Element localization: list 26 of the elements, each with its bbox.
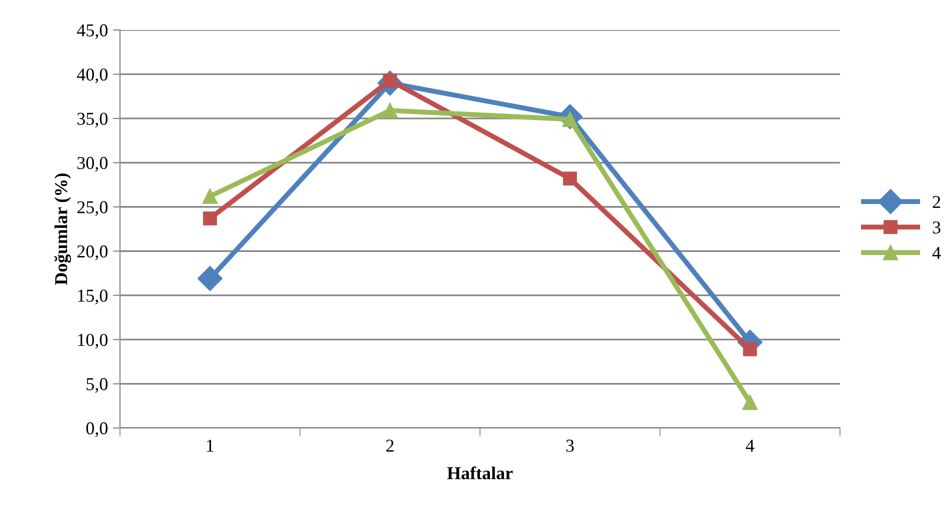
legend-label: 3: [932, 221, 940, 234]
y-tick-label: 5,0: [86, 378, 108, 393]
point: [202, 188, 218, 204]
y-tick-label: 30,0: [77, 156, 108, 172]
y-tick-label: 35,0: [77, 112, 108, 128]
y-axis-title: Doğumlar (%): [54, 174, 72, 285]
x-tick-label: 1: [207, 440, 214, 452]
x-axis-title: Haftalar: [447, 466, 513, 480]
y-tick-label: 25,0: [77, 201, 108, 216]
point: [382, 102, 398, 118]
x-tick-label: 3: [566, 440, 574, 452]
x-tick-label: 4: [746, 440, 754, 452]
point: [742, 394, 758, 410]
point: [198, 266, 222, 292]
y-tick-label: 0,0: [86, 422, 108, 438]
y-tick-label: 45,0: [76, 24, 108, 40]
y-tick-label: 10,0: [78, 334, 108, 349]
point: [203, 211, 217, 226]
y-tick-label: 40,0: [76, 68, 108, 84]
point: [563, 172, 577, 186]
legend-label: 4: [932, 247, 941, 259]
y-tick-label: 20,0: [77, 245, 108, 260]
x-tick-label: 2: [386, 440, 394, 452]
point: [743, 342, 757, 356]
legend-label: 2: [932, 196, 940, 208]
y-tick-label: 15,0: [78, 290, 108, 304]
